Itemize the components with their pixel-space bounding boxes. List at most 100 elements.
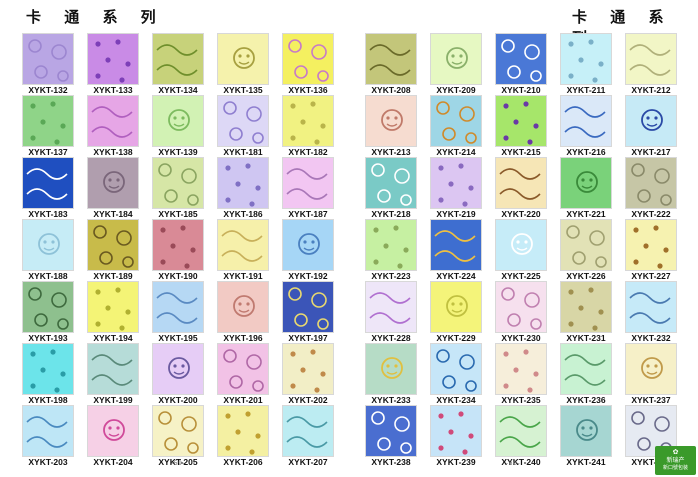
pattern-swatch (365, 405, 417, 457)
pattern-swatch (152, 219, 204, 271)
swatch-code-label: XYKT-216 (566, 147, 606, 157)
swatch-code-label: XYKT-240 (501, 457, 541, 467)
pattern-swatch (365, 33, 417, 85)
swatch-code-label: XYKT-197 (288, 333, 328, 343)
swatch-item: XYKT-199 (87, 343, 139, 405)
swatch-code-label: XYKT-228 (371, 333, 411, 343)
swatch-code-label: XYKT-217 (631, 147, 671, 157)
swatch-item: XYKT-230 (495, 281, 547, 343)
pattern-motif-icon (103, 419, 125, 441)
swatch-code-label: XYKT-133 (93, 85, 133, 95)
pattern-swatch (152, 405, 204, 457)
pattern-swatch (152, 157, 204, 209)
swatch-code-label: XYKT-212 (631, 85, 671, 95)
swatch-row: XYKT-132 XYKT-133 XYKT-134 XYKT-135 XYKT-136 (22, 33, 334, 95)
swatch-code-label: XYKT-232 (631, 333, 671, 343)
swatch-item: XYKT-194 (87, 281, 139, 343)
pattern-swatch (87, 281, 139, 333)
swatch-item: XYKT-208 (365, 33, 417, 95)
swatch-item: XYKT-239 (430, 405, 482, 467)
pattern-swatch (217, 33, 269, 85)
pattern-motif-icon (381, 109, 403, 131)
swatch-code-label: XYKT-183 (28, 209, 68, 219)
swatch-item: XYKT-213 (365, 95, 417, 157)
pattern-swatch (495, 95, 547, 147)
swatch-item: XYKT-218 (365, 157, 417, 219)
pattern-motif-icon (168, 109, 190, 131)
swatch-item: XYKT-223 (365, 219, 417, 281)
pattern-swatch (22, 405, 74, 457)
pattern-motif-icon (26, 168, 68, 200)
pattern-motif-icon (95, 287, 131, 331)
pattern-motif-icon (290, 101, 326, 145)
pattern-swatch (365, 219, 417, 271)
pattern-swatch (560, 343, 612, 395)
swatch-code-label: XYKT-220 (501, 209, 541, 219)
pattern-motif-icon (436, 349, 477, 392)
swatch-item: XYKT-190 (152, 219, 204, 281)
swatch-row: XYKT-188 XYKT-189 XYKT-190 XYKT-191 XYKT-192 (22, 219, 334, 281)
pattern-motif-icon (160, 225, 196, 269)
swatch-row: XYKT-198 XYKT-199 XYKT-200 XYKT-201 XYKT-202 (22, 343, 334, 405)
pattern-swatch (282, 343, 334, 395)
swatch-code-label: XYKT-135 (223, 85, 263, 95)
pattern-swatch (87, 219, 139, 271)
pattern-swatch (22, 281, 74, 333)
pattern-motif-icon (503, 101, 539, 145)
pattern-swatch (22, 33, 74, 85)
page-number-right: -60- (506, 461, 521, 467)
pattern-motif-icon (576, 171, 598, 193)
brand-logo: ✿ 新瑞产 新口號包装 (655, 446, 696, 475)
pattern-motif-icon (233, 295, 255, 317)
swatch-item: XYKT-240 (495, 405, 547, 467)
swatch-item: XYKT-205 (152, 405, 204, 467)
swatch-item: XYKT-225 (495, 219, 547, 281)
swatch-row: XYKT-228 XYKT-229 XYKT-230 XYKT-231 XYKT-232 (365, 281, 677, 343)
pattern-motif-icon (434, 230, 476, 262)
swatch-item: XYKT-232 (625, 281, 677, 343)
pattern-swatch (495, 157, 547, 209)
swatch-item: XYKT-134 (152, 33, 204, 95)
swatch-code-label: XYKT-218 (371, 209, 411, 219)
swatch-code-label: XYKT-191 (223, 271, 263, 281)
swatch-item: XYKT-183 (22, 157, 74, 219)
pattern-swatch (560, 33, 612, 85)
pattern-swatch (152, 95, 204, 147)
swatch-code-label: XYKT-192 (288, 271, 328, 281)
pattern-motif-icon (30, 349, 66, 393)
swatch-code-label: XYKT-198 (28, 395, 68, 405)
pattern-motif-icon (156, 292, 198, 324)
swatch-item: XYKT-133 (87, 33, 139, 95)
swatch-item: XYKT-197 (282, 281, 334, 343)
swatch-item: XYKT-229 (430, 281, 482, 343)
swatch-code-label: XYKT-137 (28, 147, 68, 157)
swatch-item: XYKT-201 (217, 343, 269, 405)
pattern-motif-icon (381, 357, 403, 379)
swatch-item: XYKT-227 (625, 219, 677, 281)
swatch-item: XYKT-195 (152, 281, 204, 343)
swatch-item: XYKT-189 (87, 219, 139, 281)
pattern-swatch (282, 281, 334, 333)
pattern-swatch (430, 281, 482, 333)
swatch-code-label: XYKT-206 (223, 457, 263, 467)
pattern-swatch (152, 343, 204, 395)
swatch-item: XYKT-191 (217, 219, 269, 281)
pattern-motif-icon (233, 47, 255, 69)
pattern-motif-icon (641, 357, 663, 379)
swatch-code-label: XYKT-229 (436, 333, 476, 343)
swatch-code-label: XYKT-208 (371, 85, 411, 95)
swatch-item: XYKT-207 (282, 405, 334, 467)
pattern-swatch (625, 157, 677, 209)
swatch-item: XYKT-209 (430, 33, 482, 95)
swatch-code-label: XYKT-211 (566, 85, 606, 95)
pattern-motif-icon (158, 163, 199, 206)
right-swatch-grid: XYKT-208 XYKT-209 XYKT-210 XYKT-211 XYKT-212… (365, 33, 677, 467)
swatch-code-label: XYKT-188 (28, 271, 68, 281)
swatch-code-label: XYKT-215 (501, 147, 541, 157)
swatch-item: XYKT-182 (282, 95, 334, 157)
pattern-motif-icon (629, 44, 671, 76)
swatch-code-label: XYKT-241 (566, 457, 606, 467)
swatch-item: XYKT-198 (22, 343, 74, 405)
pattern-swatch (87, 343, 139, 395)
pattern-motif-icon (93, 225, 134, 268)
